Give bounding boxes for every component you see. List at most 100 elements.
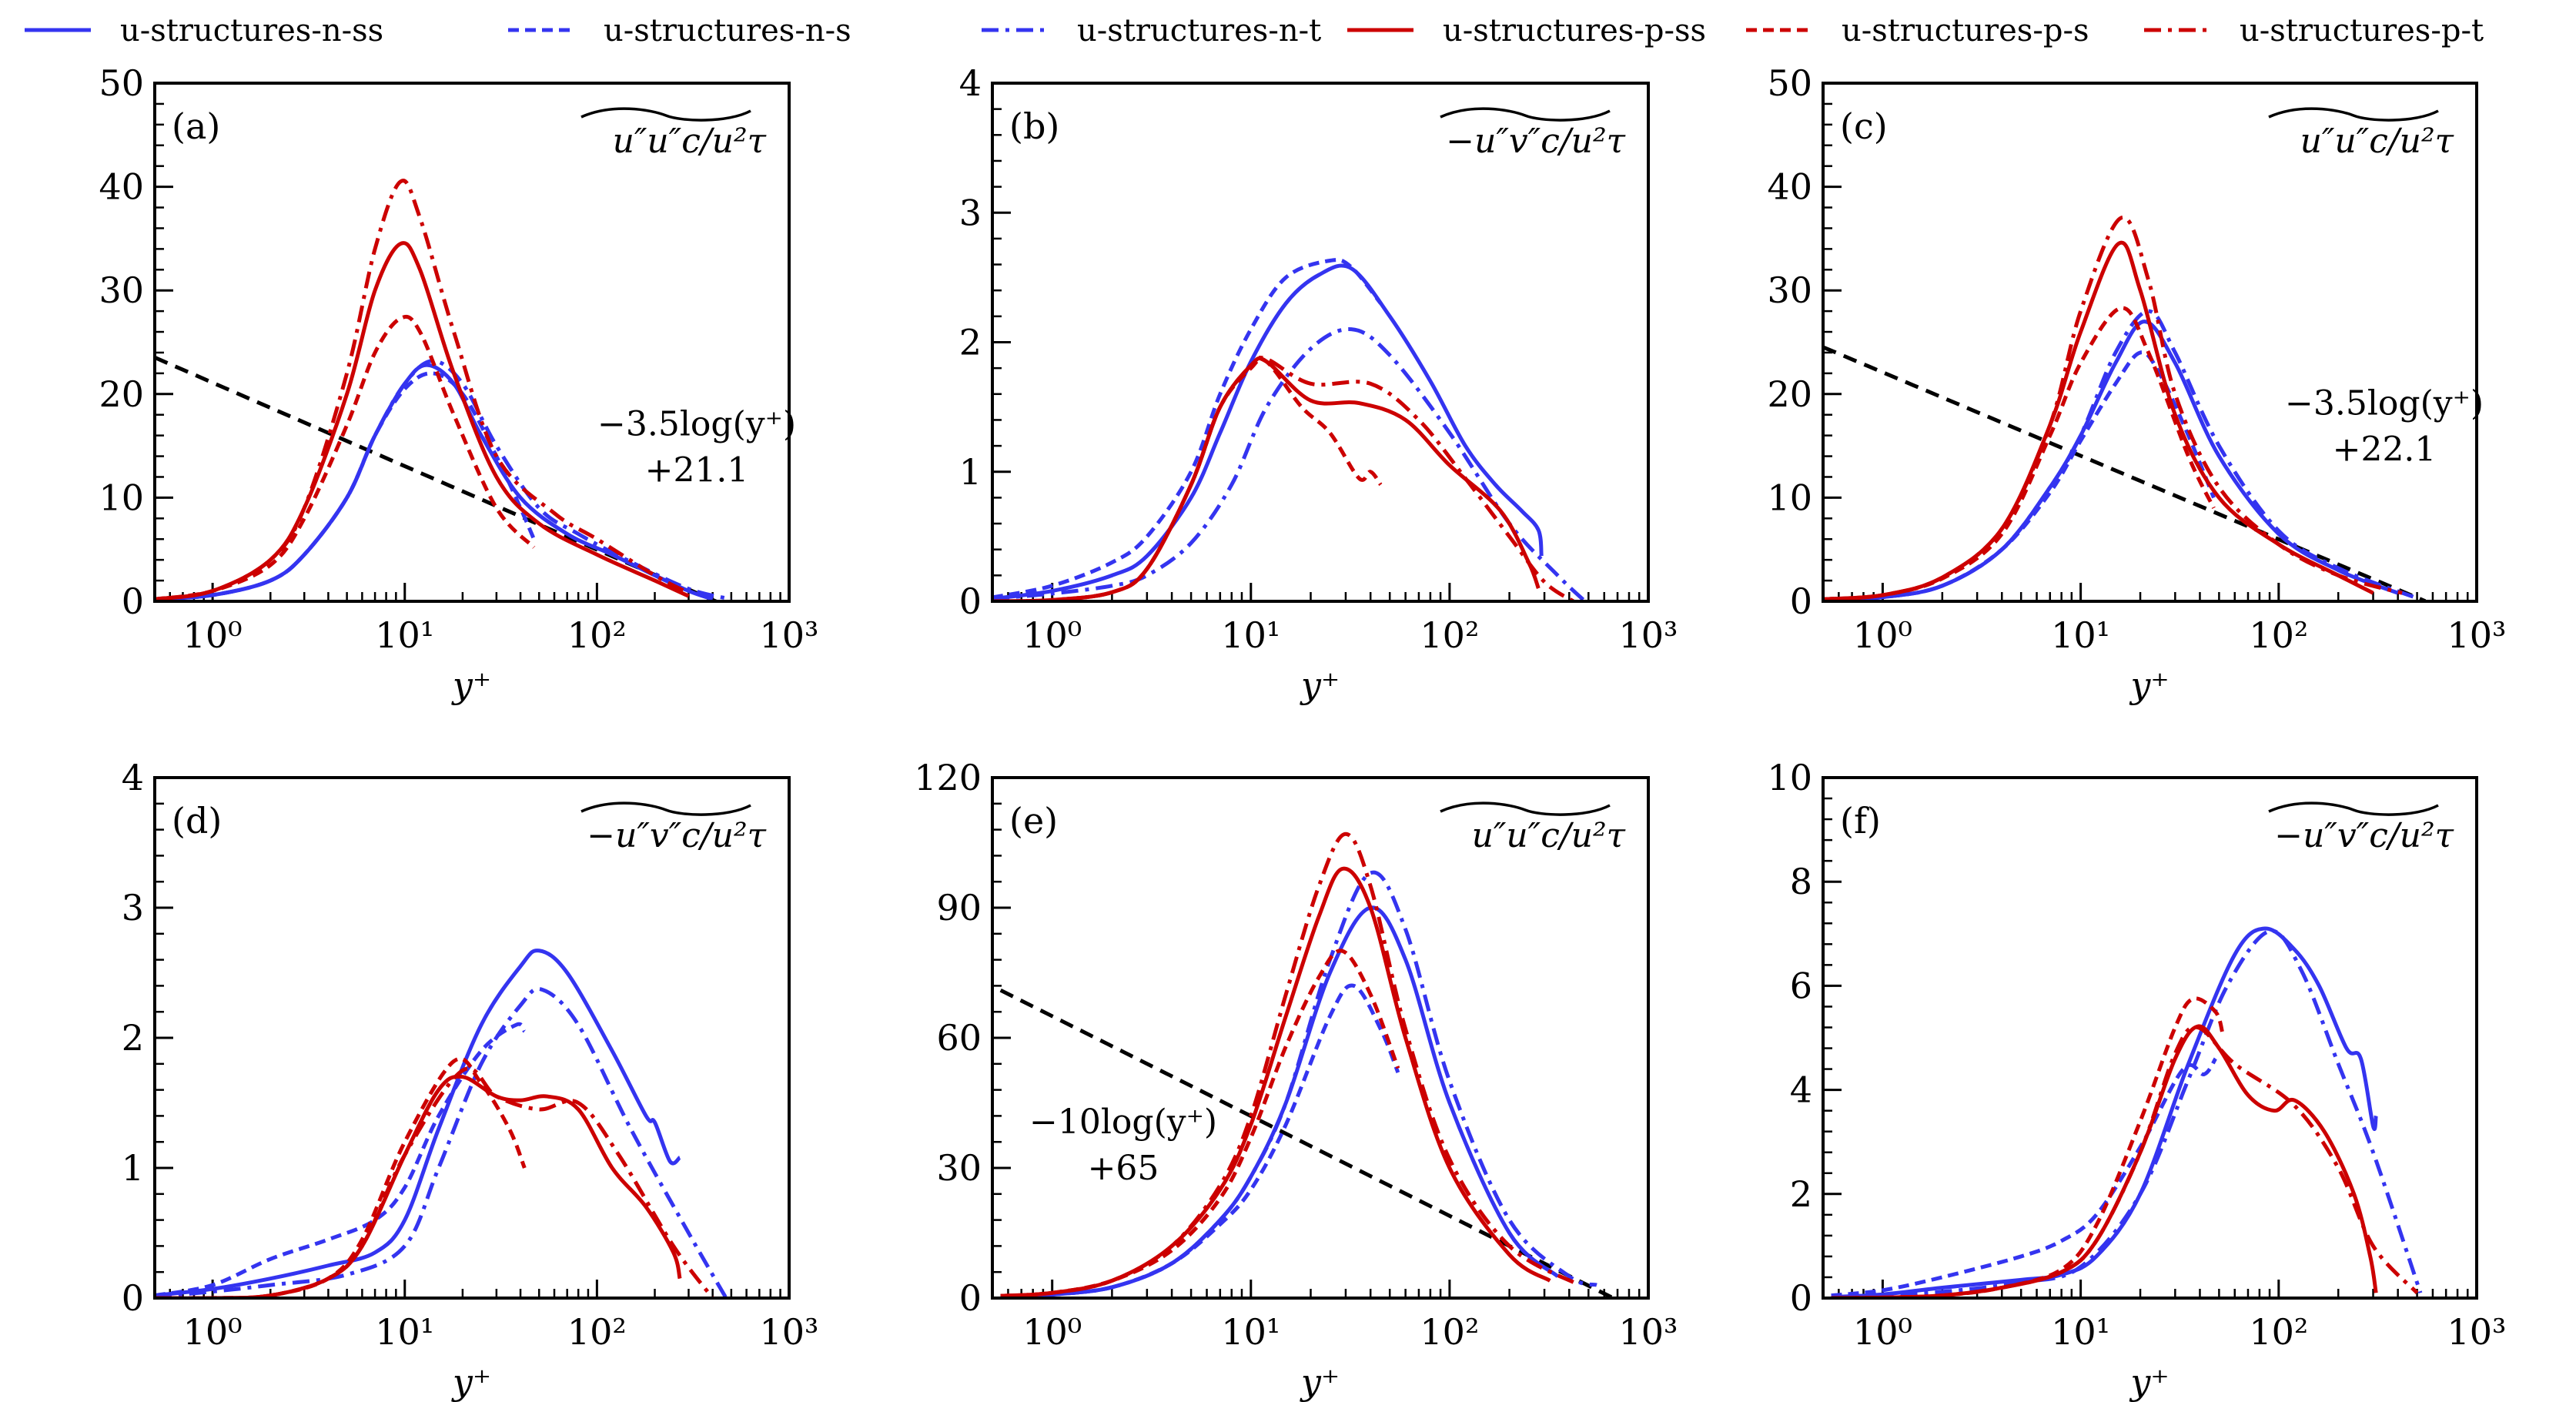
y-tick-label: 0 [1790,1277,1812,1319]
y-tick-label: 50 [99,62,144,104]
series-line-u-structures-p-s [1000,949,1400,1298]
reference-line [155,356,718,601]
x-tick-label: 10¹ [2051,614,2110,656]
y-tick-label: 0 [122,581,144,622]
y-tick-label: 2 [1790,1173,1812,1215]
x-tick-label: 10⁰ [183,1311,243,1353]
series-line-u-structures-n-ss [1831,926,2378,1298]
series-line-u-structures-p-t [155,179,690,601]
x-tick-label: 10⁰ [1022,614,1082,656]
quantity-label: −u″v″c/u²τ [1446,122,1625,161]
y-tick-label: 2 [122,1017,144,1059]
x-axis-label: y⁺ [451,664,491,706]
series-line-u-structures-p-t [1000,831,1581,1298]
series-line-u-structures-n-t [155,986,728,1298]
legend-label: u-structures-p-s [1842,13,2089,49]
y-tick-label: 1 [959,451,982,493]
tilde-accent [1440,801,1611,816]
x-axis-label: y⁺ [1300,1361,1340,1402]
series-line-u-structures-p-s [1831,996,2225,1298]
plot-frame [153,776,791,1300]
y-tick-label: 3 [122,887,144,929]
y-tick-label: 20 [99,373,144,415]
series-line-u-structures-p-s [1823,306,2216,601]
y-tick-label: 6 [1790,965,1812,1006]
panel-e: 0 30 60 90 120 10⁰ 10¹ 10² 10³ y⁺ −10log(y⁺) +65 (e)… [914,757,1678,1402]
panel-c: 0 10 20 30 40 50 10⁰ 10¹ 10² 10³ y⁺ −3.5log(y⁺) +22.… [1767,62,2506,706]
series-line-u-structures-n-s [1000,983,1400,1298]
x-tick-label: 10² [2249,1311,2308,1353]
series-line-u-structures-p-t [155,1066,714,1298]
series-line-u-structures-p-ss [992,356,1541,601]
x-tick-label: 10² [1420,614,1479,656]
panel-a: 0 10 20 30 40 50 10⁰ 10¹ 10² 10³ y⁺ −3.5log(y⁺) +21.… [99,62,818,706]
series-line-u-structures-n-t [1831,929,2423,1298]
y-tick-label: 3 [959,192,982,233]
legend-label: u-structures-n-ss [120,13,383,49]
series-line-u-structures-n-ss [155,363,714,601]
y-tick-label: 4 [122,757,144,798]
x-tick-label: 10¹ [1221,1311,1280,1353]
panel-f: 0 2 4 6 8 10 10⁰ 10¹ 10² 10³ y⁺ (f) −u″v″c/u²τ [1767,757,2506,1402]
series-line-u-structures-n-t [1823,309,2418,601]
quantity-label: −u″v″c/u²τ [587,816,766,855]
x-tick-label: 10⁰ [1022,1311,1082,1353]
y-tick-label: 50 [1767,62,1812,104]
reference-label: +21.1 [645,451,749,490]
x-tick-label: 10² [567,1311,627,1353]
reference-line [1823,345,2427,601]
y-tick-label: 30 [1767,269,1812,311]
reference-label: −3.5log(y⁺) [2285,384,2484,423]
y-tick-label: 30 [99,269,144,311]
series-line-u-structures-p-t [992,356,1575,601]
y-tick-label: 30 [936,1147,982,1189]
tilde-accent [580,107,751,122]
plot-frame [1822,776,2478,1300]
panel-label: (e) [1009,800,1058,842]
quantity-label: u″u″c/u²τ [613,122,767,161]
x-tick-label: 10¹ [375,614,434,656]
tilde-accent [2268,107,2439,122]
y-tick-label: 10 [1767,757,1812,798]
series-line-u-structures-n-t [1000,870,1597,1298]
x-tick-label: 10³ [2447,1311,2507,1353]
y-tick-label: 40 [99,166,144,208]
series-line-u-structures-n-s [155,1022,527,1298]
series-line-u-structures-n-ss [155,949,681,1298]
quantity-label: u″u″c/u²τ [1472,816,1626,855]
y-tick-label: 1 [122,1147,144,1189]
quantity-label: u″u″c/u²τ [2300,122,2454,161]
y-tick-label: 40 [1767,166,1812,208]
series-line-u-structures-p-s [155,314,536,601]
x-tick-label: 10² [2249,614,2308,656]
legend-label: u-structures-n-t [1077,13,1321,49]
legend-label: u-structures-p-ss [1443,13,1706,49]
x-tick-label: 10² [567,614,627,656]
series-line-u-structures-p-ss [1000,866,1551,1298]
plot-frame [1822,82,2478,603]
y-tick-label: 0 [959,1277,982,1319]
y-tick-label: 60 [936,1017,982,1059]
tilde-accent [2268,801,2439,816]
series-line-u-structures-n-s [1823,350,2216,601]
panel-label: (a) [172,105,220,147]
y-tick-label: 0 [959,581,982,622]
x-tick-label: 10³ [760,1311,819,1353]
reference-label: −10log(y⁺) [1029,1103,1217,1142]
legend: u-structures-n-ss u-structures-n-s u-struc… [25,13,2484,49]
series-line-u-structures-n-s [992,258,1383,600]
x-tick-label: 10⁰ [183,614,243,656]
reference-label: +65 [1088,1149,1159,1188]
plot-frame [991,776,1650,1300]
plot-frame [991,82,1650,603]
x-tick-label: 10² [1420,1311,1479,1353]
series-line-u-structures-n-t [992,327,1587,601]
x-tick-label: 10¹ [1221,614,1280,656]
series-line-u-structures-p-ss [1831,1024,2378,1298]
y-tick-label: 8 [1790,861,1812,902]
x-tick-label: 10⁰ [1853,1311,1912,1353]
panel-label: (d) [172,800,222,842]
tilde-accent [580,801,751,816]
